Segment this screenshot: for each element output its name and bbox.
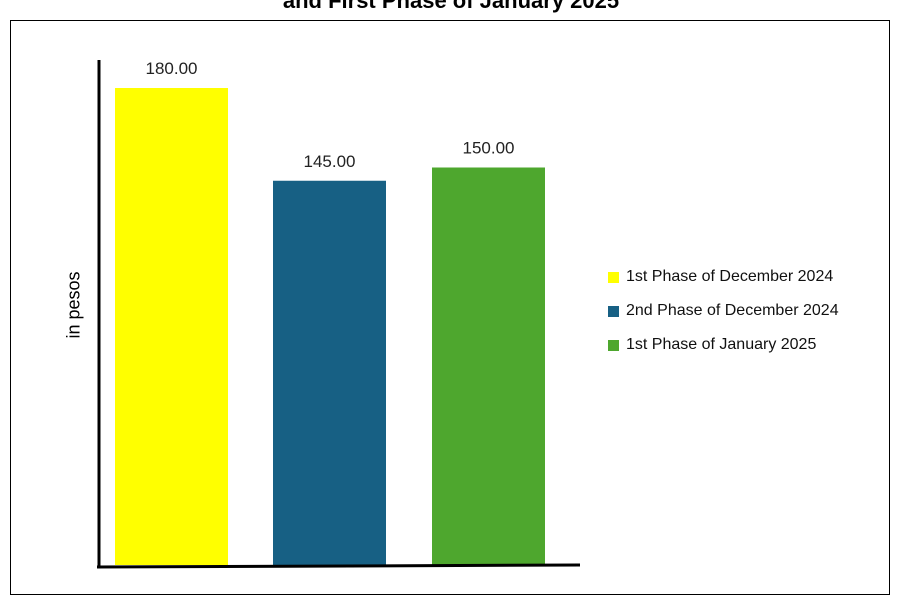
x-axis-line xyxy=(96,563,581,569)
legend-item: 2nd Phase of December 2024 xyxy=(608,294,839,328)
legend: 1st Phase of December 2024 2nd Phase of … xyxy=(608,260,839,362)
legend-item: 1st Phase of January 2025 xyxy=(608,328,839,362)
bar xyxy=(273,180,386,565)
legend-swatch xyxy=(608,305,619,317)
y-axis-label: in pesos xyxy=(63,271,84,339)
legend-label: 1st Phase of December 2024 xyxy=(626,268,834,285)
legend-swatch xyxy=(608,271,619,283)
legend-item: 1st Phase of December 2024 xyxy=(608,260,839,294)
legend-swatch xyxy=(608,339,619,351)
chart-title: and First Phase of January 2025 xyxy=(282,0,620,13)
bar xyxy=(115,88,228,565)
data-label: 150.00 xyxy=(463,139,515,158)
legend-label: 2nd Phase of December 2024 xyxy=(626,302,839,319)
data-label: 180.00 xyxy=(146,59,198,78)
data-label: 145.00 xyxy=(304,152,356,171)
legend-label: 1st Phase of January 2025 xyxy=(626,336,817,353)
bar xyxy=(432,167,545,565)
